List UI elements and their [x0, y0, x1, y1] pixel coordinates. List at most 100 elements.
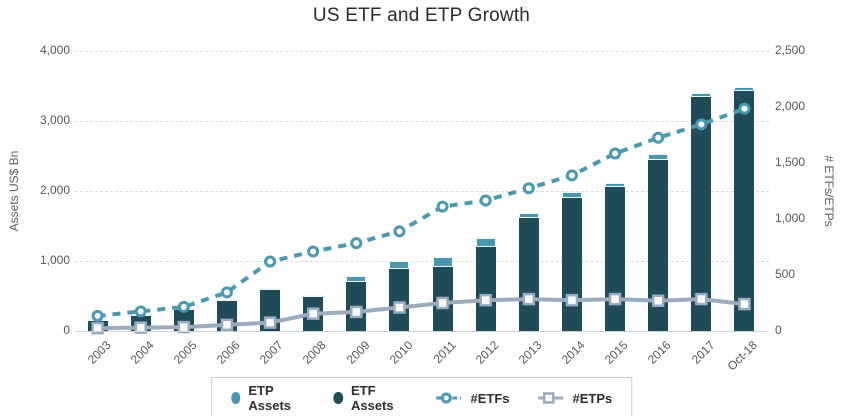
- legend-item-etp-assets[interactable]: ETP Assets: [230, 383, 306, 413]
- marker-etfs-2005[interactable]: [177, 300, 190, 313]
- marker-etfs-2012[interactable]: [479, 194, 492, 207]
- bar-etf-assets-2017[interactable]: [691, 96, 712, 331]
- right-axis-tick-500: 500: [775, 267, 796, 281]
- x-label-2014: 2014: [559, 338, 588, 367]
- bar-etp-assets-2014[interactable]: [561, 191, 582, 198]
- x-label-2009: 2009: [343, 338, 373, 367]
- marker-etfs-2011[interactable]: [436, 200, 449, 213]
- marker-etps-2013[interactable]: [522, 292, 536, 306]
- bar-etf-assets-2012[interactable]: [475, 246, 496, 331]
- marker-etps-2017[interactable]: [695, 292, 708, 306]
- etps-line[interactable]: [97, 297, 745, 331]
- marker-etfs-2004[interactable]: [134, 305, 147, 318]
- bar-etp-assets-2010[interactable]: [389, 261, 410, 269]
- marker-etps-Oct-18[interactable]: [738, 297, 751, 311]
- x-label-2008: 2008: [300, 338, 330, 367]
- etp-assets-marker-icon: [230, 392, 241, 404]
- right-axis-tick-2,000: 2,000: [775, 99, 806, 113]
- marker-etfs-2006[interactable]: [220, 286, 233, 299]
- marker-etfs-2008[interactable]: [307, 245, 320, 258]
- legend-item-etf-assets[interactable]: ETF Assets: [333, 383, 407, 413]
- x-label-2006: 2006: [214, 338, 243, 367]
- marker-etfs-2003[interactable]: [91, 309, 104, 322]
- legend-item-label: ETF Assets: [350, 383, 394, 413]
- marker-etfs-2015[interactable]: [609, 147, 622, 160]
- marker-etfs-2007[interactable]: [264, 255, 277, 268]
- left-axis-tick-2,000: 2,000: [39, 183, 70, 197]
- left-axis-tick-1,000: 1,000: [39, 253, 70, 267]
- chart-title: US ETF and ETP Growth: [312, 5, 531, 26]
- marker-etfs-2013[interactable]: [522, 182, 535, 195]
- x-label-2016: 2016: [645, 338, 675, 367]
- right-axis-title: # ETFs/ETPs: [822, 155, 836, 227]
- legend-item-etfs-count[interactable]: #ETFs: [435, 390, 510, 406]
- marker-etps-2015[interactable]: [608, 292, 622, 306]
- marker-etfs-2016[interactable]: [652, 131, 665, 144]
- x-label-2011: 2011: [430, 338, 459, 367]
- x-label-2013: 2013: [515, 338, 545, 367]
- bar-etp-assets-2011[interactable]: [432, 257, 453, 267]
- bar-etp-assets-2017[interactable]: [691, 93, 712, 97]
- line-series-overlay: [91, 102, 751, 335]
- bar-etp-assets-2007[interactable]: [260, 288, 281, 291]
- gridline-2,000: [75, 191, 769, 192]
- legend: ETP Assets ETF Assets #ETFs #ETPs: [210, 377, 633, 416]
- bar-etp-assets-Oct-18[interactable]: [734, 86, 755, 91]
- etfs-line-marker-icon: [435, 391, 462, 405]
- bar-etp-assets-2015[interactable]: [605, 182, 626, 187]
- marker-etfs-2017[interactable]: [695, 118, 708, 131]
- bar-etf-assets-Oct-18[interactable]: [734, 90, 755, 331]
- etf-assets-marker-icon: [333, 392, 343, 404]
- gridline-4,000: [75, 51, 769, 52]
- marker-etfs-2010[interactable]: [393, 225, 406, 238]
- left-axis-tick-4,000: 4,000: [39, 43, 70, 57]
- x-label-2005: 2005: [170, 338, 200, 367]
- bar-etp-assets-2016[interactable]: [648, 153, 669, 160]
- marker-etps-2005[interactable]: [177, 320, 191, 334]
- right-axis-tick-0: 0: [775, 323, 782, 337]
- bar-etp-assets-2009[interactable]: [346, 276, 367, 282]
- marker-etfs-2009[interactable]: [350, 237, 363, 250]
- marker-etfs-2014[interactable]: [565, 169, 578, 182]
- marker-etps-2014[interactable]: [565, 293, 579, 307]
- left-axis-tick-3,000: 3,000: [39, 113, 70, 127]
- marker-etps-2004[interactable]: [134, 321, 147, 334]
- right-axis-tick-1,500: 1,500: [775, 155, 806, 169]
- marker-etfs-Oct-18[interactable]: [738, 102, 751, 115]
- bar-etp-assets-2006[interactable]: [216, 299, 237, 302]
- plot-area: [75, 51, 769, 335]
- x-label-2004: 2004: [127, 338, 157, 367]
- x-axis-line: [75, 331, 767, 332]
- x-label-2003: 2003: [84, 338, 114, 367]
- x-label-Oct-18: Oct-18: [724, 338, 761, 374]
- marker-etps-2006[interactable]: [220, 318, 234, 332]
- bar-etf-assets-2010[interactable]: [389, 268, 410, 331]
- marker-etps-2016[interactable]: [651, 294, 665, 308]
- gridline-3,000: [75, 121, 769, 122]
- marker-etps-2012[interactable]: [479, 293, 492, 307]
- legend-item-etps-count[interactable]: #ETPs: [538, 390, 613, 406]
- x-label-2010: 2010: [386, 338, 416, 367]
- x-label-2012: 2012: [472, 338, 502, 367]
- right-axis-tick-2,500: 2,500: [775, 43, 806, 57]
- x-label-2017: 2017: [688, 338, 718, 367]
- bar-etp-assets-2013[interactable]: [518, 212, 539, 219]
- bar-etf-assets-2016[interactable]: [648, 159, 669, 331]
- gridline-1,000: [75, 261, 769, 262]
- legend-item-label: #ETPs: [572, 390, 613, 406]
- etfs-line[interactable]: [97, 106, 746, 318]
- bar-etp-assets-2012[interactable]: [475, 237, 496, 247]
- marker-etps-2011[interactable]: [436, 296, 449, 310]
- marker-etps-2008[interactable]: [306, 307, 320, 320]
- marker-etps-2007[interactable]: [263, 316, 277, 329]
- right-axis-tick-1,000: 1,000: [775, 211, 806, 225]
- marker-etps-2010[interactable]: [393, 301, 406, 314]
- legend-item-label: ETP Assets: [248, 383, 292, 413]
- etps-line-marker-icon: [538, 391, 565, 405]
- legend-item-label: #ETFs: [470, 390, 510, 406]
- x-label-2015: 2015: [602, 338, 631, 367]
- marker-etps-2009[interactable]: [350, 305, 363, 319]
- marker-etps-2003[interactable]: [91, 321, 104, 335]
- bar-etp-assets-2008[interactable]: [303, 294, 324, 297]
